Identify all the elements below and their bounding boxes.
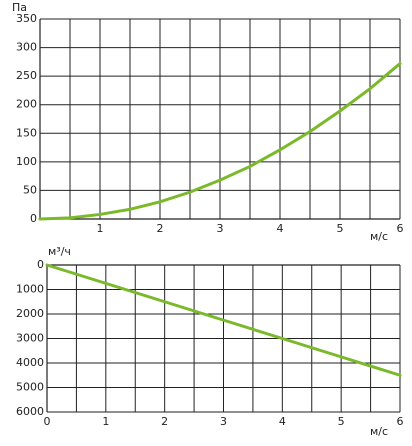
x-tick-label: 0 [44,415,51,428]
x-tick-label: 6 [397,415,404,428]
y-tick-label: 100 [16,155,37,168]
y-tick-label: 2000 [16,307,44,320]
y-tick-label: 200 [16,98,37,111]
y-tick-label: 250 [16,69,37,82]
x-axis-label: м/с [370,425,388,438]
y-tick-label: 3000 [16,332,44,345]
y-tick-label: 350 [16,12,37,25]
y-tick-label: 150 [16,126,37,139]
y-tick-label: 6000 [16,405,44,418]
y-tick-label: 5000 [16,381,44,394]
x-tick-label: 6 [397,222,404,235]
x-tick-label: 2 [161,415,168,428]
data-line [45,263,402,377]
x-tick-label: 5 [338,415,345,428]
data-line [38,62,402,221]
x-axis-label: м/с [370,230,388,243]
y-tick-label: 0 [37,258,44,271]
x-tick-label: 2 [157,222,164,235]
x-tick-label: 5 [337,222,344,235]
x-tick-label: 3 [217,222,224,235]
x-tick-label: 3 [220,415,227,428]
y-tick-label: 1000 [16,283,44,296]
y-axis-label: Па [12,1,27,14]
y-tick-label: 300 [16,41,37,54]
y-tick-label: 50 [23,183,37,196]
y-tick-label: 0 [30,212,37,225]
x-tick-label: 4 [277,222,284,235]
y-tick-label: 4000 [16,356,44,369]
x-tick-label: 1 [102,415,109,428]
x-tick-label: 1 [97,222,104,235]
y-axis-label: м³/ч [48,245,71,258]
x-tick-label: 4 [279,415,286,428]
